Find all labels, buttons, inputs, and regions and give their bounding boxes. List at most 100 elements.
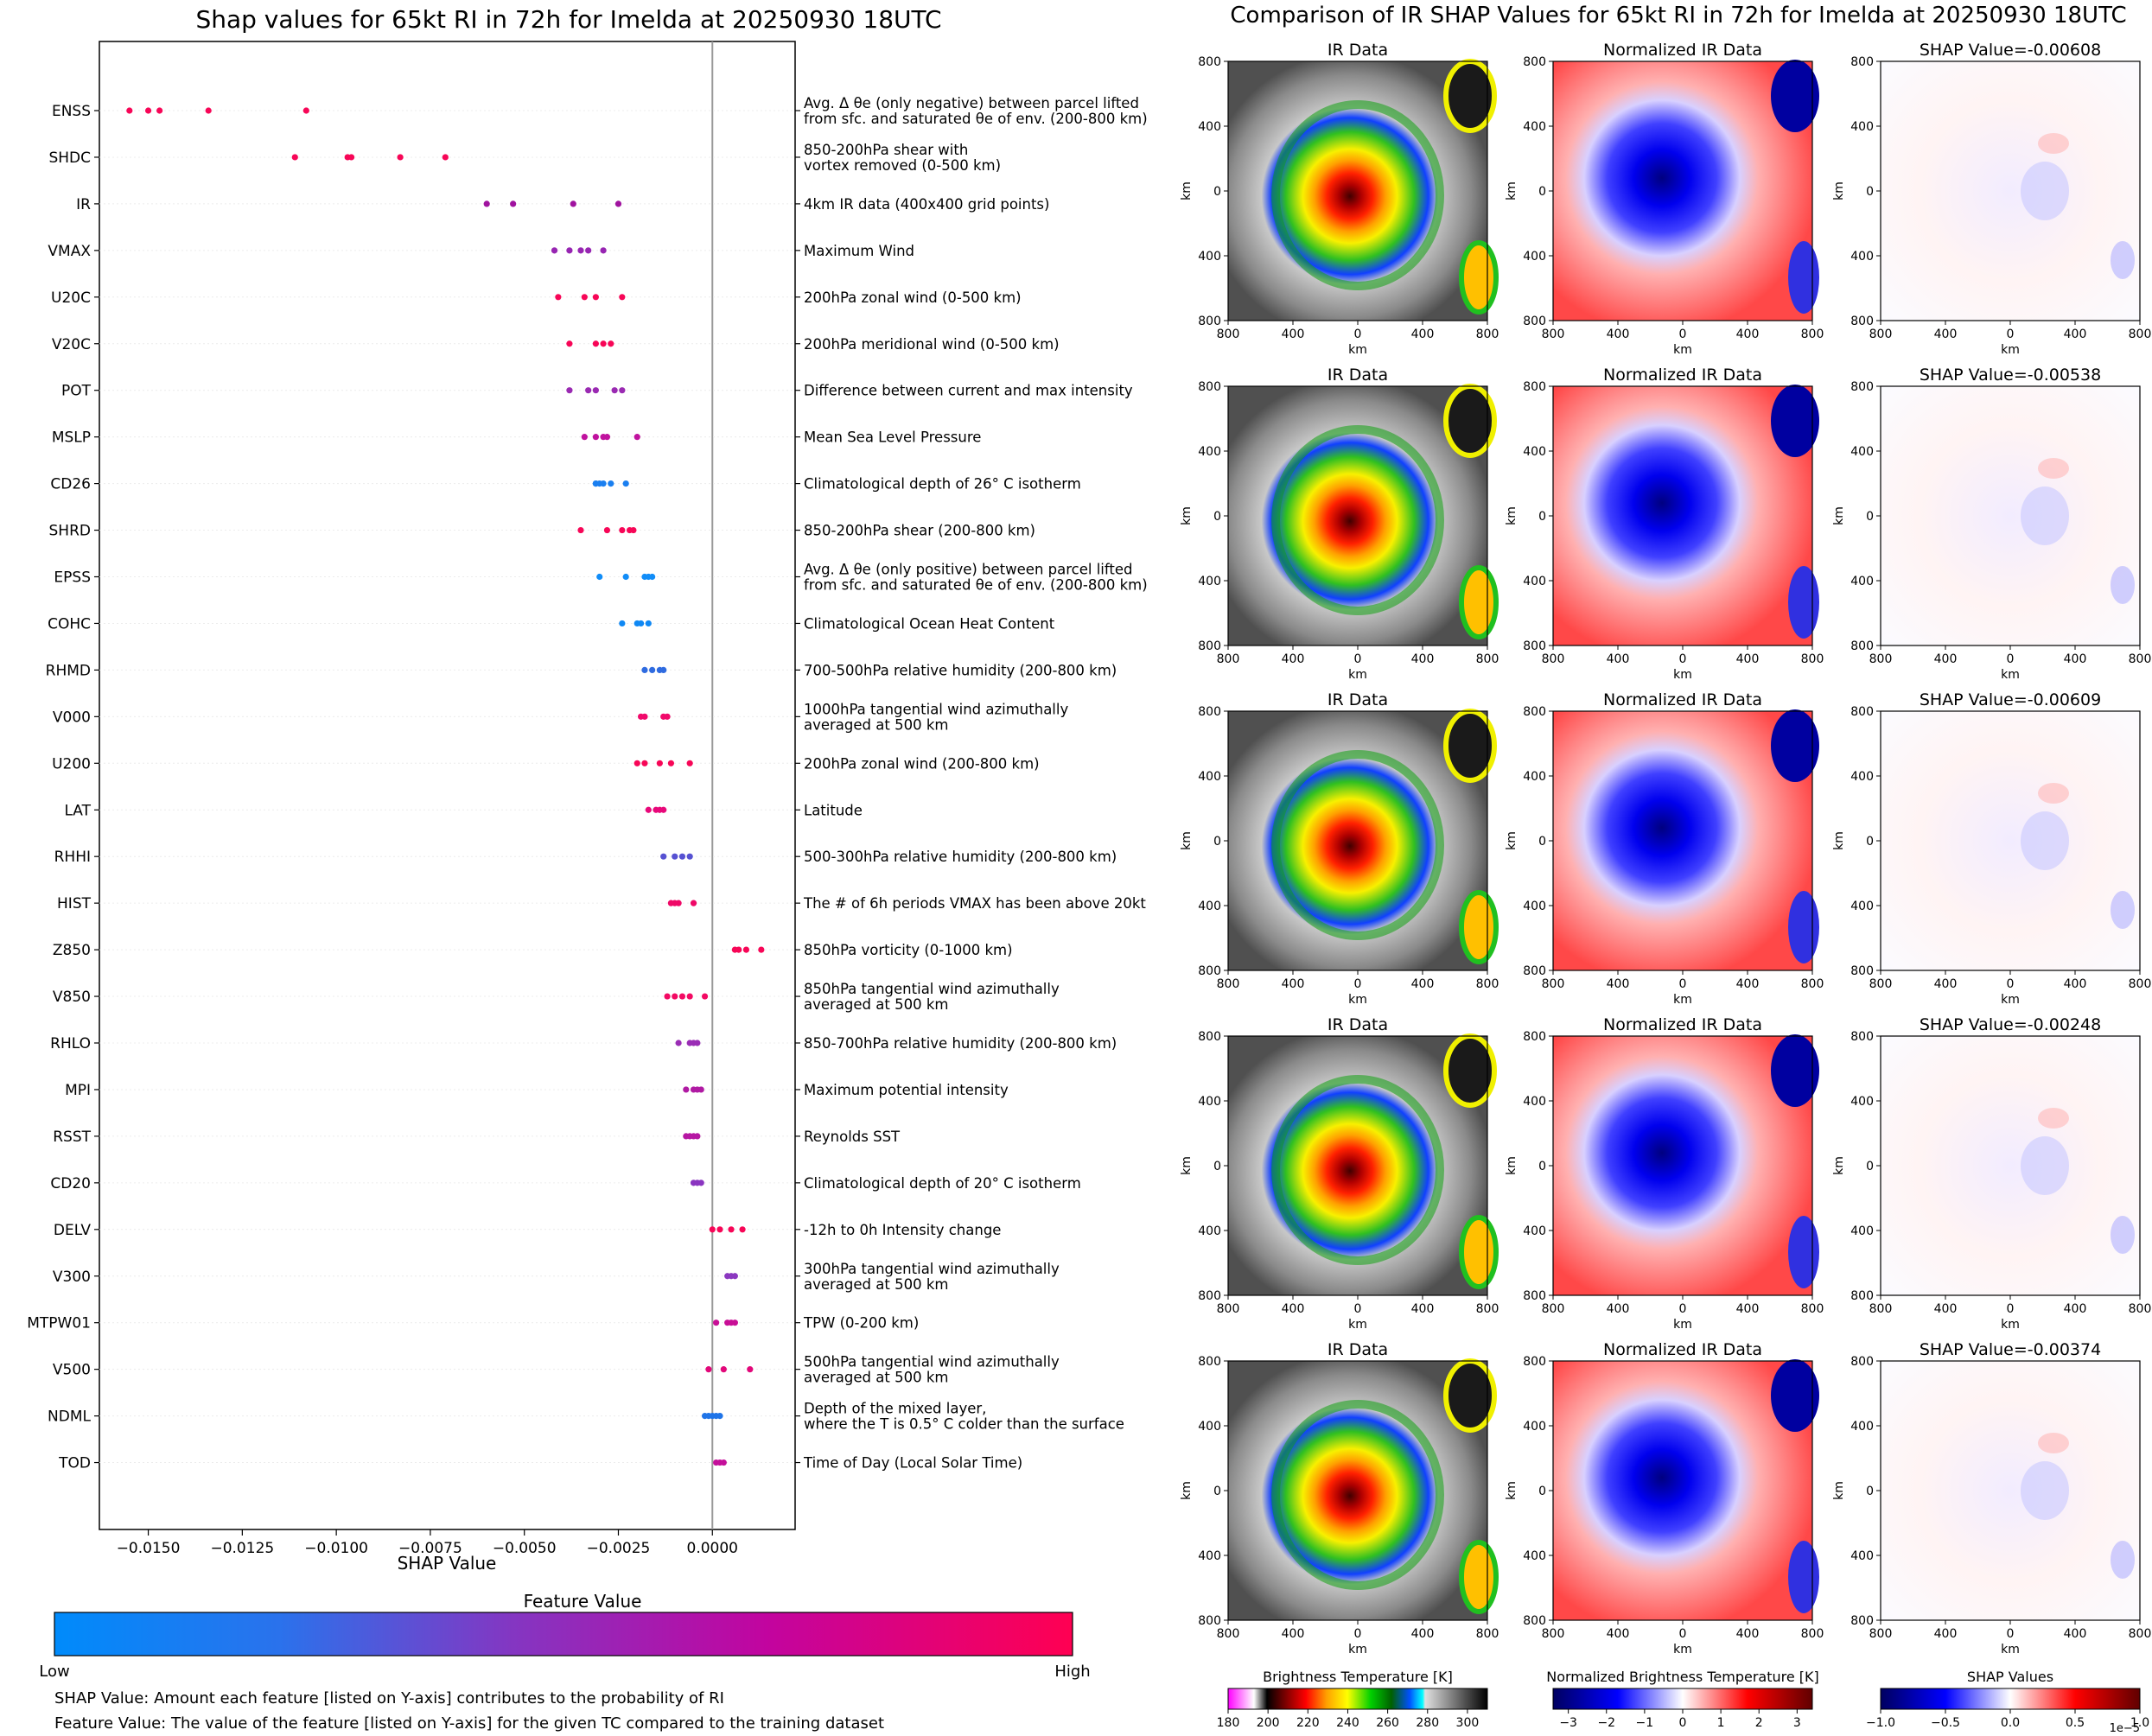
colorbar-exponent: 1e−5	[2110, 1722, 2140, 1735]
feature-description: 500hPa tangential wind azimuthally	[804, 1354, 1060, 1370]
panel-y-tick-label: 800	[1850, 639, 1874, 653]
panel-x-tick-label: 800	[2129, 327, 2152, 341]
panel-x-tick-label: 800	[1542, 1302, 1565, 1316]
panel-x-tick-label: 400	[1282, 977, 1305, 991]
panel-y-tick-label: 0	[1213, 510, 1221, 524]
feature-description: averaged at 500 km	[804, 716, 948, 733]
panel-y-tick-label: 800	[1198, 380, 1221, 394]
panel-x-tick-label: 400	[1736, 327, 1760, 341]
panel-y-tick-label: 400	[1198, 445, 1221, 459]
normalized-ir-image	[1553, 711, 1812, 970]
shap-panel: SHAP Value=-0.00538800800400400004004008…	[1832, 366, 2151, 682]
panel-x-tick-label: 400	[1282, 652, 1305, 666]
feature-description: Difference between current and max inten…	[804, 383, 1133, 399]
panel-x-tick-label: 800	[2129, 977, 2152, 991]
feature-description: 4km IR data (400x400 grid points)	[804, 196, 1049, 213]
shap-point	[555, 294, 562, 301]
panel-x-label: km	[2001, 343, 2020, 357]
shap-image	[1881, 1036, 2140, 1295]
colorbar-high-label: High	[1054, 1663, 1090, 1681]
feature-description: 300hPa tangential wind azimuthally	[804, 1261, 1060, 1277]
shap-negative-patch	[2111, 241, 2135, 279]
ir-rainband	[1459, 565, 1499, 639]
feature-description: 850-700hPa relative humidity (200-800 km…	[804, 1035, 1117, 1052]
panel-y-tick-label: 400	[1850, 1095, 1874, 1109]
shap-point	[731, 1273, 738, 1280]
shap-point	[442, 154, 449, 161]
normalized-ir-image	[1553, 1361, 1812, 1620]
panel-y-tick-label: 0	[1538, 835, 1546, 849]
panel-y-tick-label: 0	[1866, 835, 1874, 849]
feature-label: RHHI	[54, 849, 91, 866]
panel-y-tick-label: 800	[1198, 964, 1221, 978]
feature-description: Mean Sea Level Pressure	[804, 429, 981, 446]
feature-description: 500-300hPa relative humidity (200-800 km…	[804, 849, 1117, 865]
feature-value-colorbar	[54, 1612, 1073, 1657]
panel-y-tick-label: 0	[1866, 1160, 1874, 1173]
colorbar-tick-label: 240	[1336, 1716, 1359, 1730]
shap-point	[634, 434, 640, 441]
shap-point	[608, 480, 614, 487]
feature-label: MSLP	[52, 429, 91, 447]
panel-y-tick-label: 800	[1523, 1030, 1546, 1044]
panel-x-tick-label: 800	[2129, 1302, 2152, 1316]
panel-y-tick-label: 400	[1198, 900, 1221, 913]
shap-point	[664, 993, 671, 1000]
panel-x-tick-label: 400	[1607, 1627, 1630, 1641]
shap-point	[608, 340, 614, 347]
colorbar-tick-label: 180	[1217, 1716, 1240, 1730]
shap-point	[622, 573, 629, 581]
footnote-shap: SHAP Value: Amount each feature [listed …	[54, 1689, 724, 1707]
panel-x-tick-label: 0	[1679, 977, 1687, 991]
normalized-ir-image	[1553, 386, 1812, 645]
x-axis-ticks: −0.0150 −0.0125 −0.0100 −0.0075 −0.0050 −0.00…	[117, 1529, 738, 1557]
feature-description: TPW (0-200 km)	[803, 1315, 919, 1332]
panel-y-tick-label: 800	[1850, 380, 1874, 394]
ir-rainband	[1459, 890, 1499, 964]
panel-x-tick-label: 400	[1411, 327, 1435, 341]
panel-x-label: km	[1673, 343, 1692, 357]
feature-description: 200hPa zonal wind (0-500 km)	[804, 289, 1022, 306]
panel-x-label: km	[2001, 993, 2020, 1007]
panel-y-tick-label: 400	[1850, 575, 1874, 588]
shap-point	[641, 666, 648, 674]
shap-negative-patch	[2021, 486, 2069, 545]
shap-point	[697, 1180, 704, 1186]
panel-y-tick-label: 400	[1523, 1224, 1546, 1238]
shap-point	[619, 387, 626, 394]
panel-x-tick-label: 800	[1217, 652, 1240, 666]
image-panel-grid: IR Data80080040040000400400800800kmkmNor…	[1180, 41, 2151, 1657]
feature-description: 850hPa tangential wind azimuthally	[804, 981, 1060, 997]
feature-description: 850hPa vorticity (0-1000 km)	[804, 942, 1013, 958]
shap-point	[603, 526, 611, 534]
panel-y-tick-label: 0	[1866, 510, 1874, 524]
panel-y-label: km	[1832, 1156, 1846, 1175]
shap-point	[619, 620, 626, 627]
x-tick-label: −0.0125	[210, 1540, 274, 1557]
colorbar-strip	[1880, 1688, 2141, 1710]
panel-x-tick-label: 0	[2007, 1302, 2015, 1316]
panel-y-tick-label: 0	[1213, 835, 1221, 849]
panel-y-label: km	[1180, 181, 1194, 200]
panel-x-tick-label: 400	[2064, 1302, 2087, 1316]
normalized-ir-panel: Normalized IR Data8008004004000040040080…	[1505, 1340, 1824, 1657]
panel-y-tick-label: 800	[1850, 55, 1874, 69]
panel-y-tick-label: 400	[1523, 250, 1546, 264]
feature-label: Z850	[53, 942, 91, 959]
panel-x-label: km	[1348, 993, 1367, 1007]
panel-x-tick-label: 800	[1869, 977, 1893, 991]
shap-point	[697, 1086, 704, 1093]
feature-description: 200hPa meridional wind (0-500 km)	[804, 336, 1060, 353]
panel-title: Normalized IR Data	[1603, 41, 1762, 60]
panel-y-label: km	[1832, 1481, 1846, 1500]
panel-x-tick-label: 400	[1736, 1302, 1760, 1316]
feature-label: HIST	[57, 895, 92, 913]
ir-green-band	[1271, 425, 1444, 615]
panel-x-tick-label: 800	[1217, 1627, 1240, 1641]
normalized-cold-cloud	[1771, 709, 1819, 782]
feature-label: MTPW01	[27, 1315, 91, 1332]
panel-title: Normalized IR Data	[1603, 690, 1762, 709]
x-tick-label: −0.0100	[304, 1540, 368, 1557]
panel-x-label: km	[1348, 1318, 1367, 1332]
panel-x-tick-label: 0	[1354, 1302, 1362, 1316]
